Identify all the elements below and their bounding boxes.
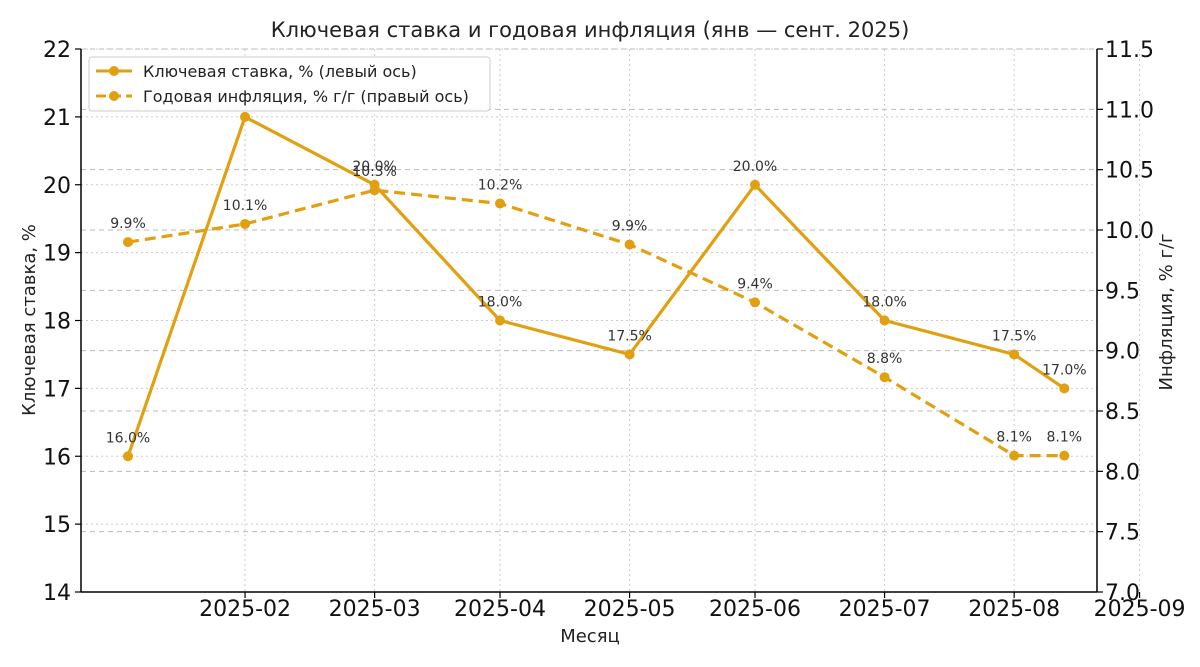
left-tick-label: 15: [43, 513, 71, 538]
x-tick-label: 2025-08: [968, 597, 1060, 622]
x-axis-label: Месяц: [560, 626, 620, 647]
right-tick-label: 7.0: [1105, 581, 1140, 606]
chart-title: Ключевая ставка и годовая инфляция (янв …: [271, 18, 910, 42]
key-rate-point: [624, 349, 635, 360]
left-tick-label: 18: [43, 310, 71, 335]
inflation-data-label: 10.1%: [223, 198, 267, 214]
legend-marker-inflation: [109, 91, 119, 101]
key-rate-data-label: 18.0%: [478, 295, 522, 311]
key-rate-data-label: 20.0%: [352, 159, 396, 175]
left-tick-label: 14: [43, 581, 71, 606]
inflation-point: [123, 237, 133, 248]
right-tick-label: 11.5: [1105, 38, 1154, 63]
data-labels: 16.0% 20.0% 18.0% 17.5% 20.0% 18.0% 17.5% 17.0%…: [106, 159, 1087, 447]
key-rate-data-label: 16.0%: [106, 430, 150, 446]
key-rate-point: [879, 315, 890, 326]
inflation-data-label: 10.2%: [478, 177, 522, 193]
inflation-point: [1009, 450, 1020, 461]
inflation-data-label: 8.1%: [996, 430, 1032, 446]
inflation-point: [879, 372, 890, 383]
key-rate-point: [1009, 349, 1020, 360]
inflation-data-label: 8.8%: [867, 351, 903, 367]
inflation-point: [369, 185, 380, 196]
left-axis-label: Ключевая ставка, %: [19, 224, 40, 416]
x-tick-label: 2025-03: [329, 597, 421, 622]
legend-label-key-rate: Ключевая ставка, % (левый ось): [143, 62, 417, 81]
inflation-data-label: 9.9%: [612, 218, 648, 234]
legend-marker-key-rate: [109, 66, 119, 76]
x-tick-label: 2025-05: [584, 597, 676, 622]
key-rate-point: [123, 451, 133, 462]
right-tick-label: 10.5: [1105, 159, 1154, 184]
inflation-point: [1059, 450, 1070, 461]
x-tick-label: 2025-07: [839, 597, 931, 622]
x-tick-label: 2025-04: [454, 597, 546, 622]
inflation-point: [624, 239, 635, 250]
left-tick-label: 19: [43, 242, 71, 267]
x-tick-label: 2025-02: [199, 597, 291, 622]
key-rate-data-label: 17.5%: [607, 328, 651, 344]
key-rate-data-label: 20.0%: [733, 159, 777, 175]
left-tick-label: 17: [43, 377, 71, 402]
x-tick-label: 2025-06: [709, 597, 801, 622]
key-rate-point: [750, 179, 760, 190]
inflation-data-label: 10.3%: [352, 164, 396, 180]
inflation-point: [750, 297, 760, 308]
key-rate-point: [240, 111, 251, 122]
series-layer: [123, 111, 1070, 462]
key-rate-data-label: 18.0%: [862, 295, 906, 311]
right-tick-label: 10.0: [1105, 219, 1154, 244]
right-tick-label: 9.0: [1105, 340, 1140, 365]
right-tick-label: 11.0: [1105, 98, 1154, 123]
inflation-data-label: 8.1%: [1047, 430, 1083, 446]
left-tick-label: 16: [43, 445, 71, 470]
right-tick-label: 8.5: [1105, 400, 1140, 425]
grid: [81, 48, 1141, 593]
left-tick-label: 20: [43, 174, 71, 199]
right-tick-label: 8.0: [1105, 460, 1140, 485]
key-rate-point: [1059, 383, 1070, 394]
left-tick-label: 22: [43, 38, 71, 63]
legend-label-inflation: Годовая инфляция, % г/г (правый ось): [143, 87, 469, 106]
inflation-data-label: 9.4%: [737, 276, 773, 292]
key-rate-point: [495, 315, 506, 326]
inflation-data-label: 9.9%: [110, 216, 146, 232]
inflation-point: [495, 198, 506, 209]
x-tick-label: 2025-09: [1094, 597, 1186, 622]
key-rate-data-label: 17.0%: [1042, 362, 1086, 378]
right-tick-label: 9.5: [1105, 279, 1140, 304]
right-tick-label: 7.5: [1105, 521, 1140, 546]
left-tick-label: 21: [43, 106, 71, 131]
right-axis-label: Инфляция, % г/г: [1156, 234, 1177, 391]
inflation-point: [240, 218, 251, 229]
legend-box: [88, 56, 491, 112]
axes: 2025-02 2025-03 2025-04 2025-05 2025-06 2025-…: [43, 38, 1186, 622]
legend: Ключевая ставка, % (левый ось) Годовая и…: [88, 56, 491, 112]
key-rate-data-label: 17.5%: [992, 328, 1036, 344]
